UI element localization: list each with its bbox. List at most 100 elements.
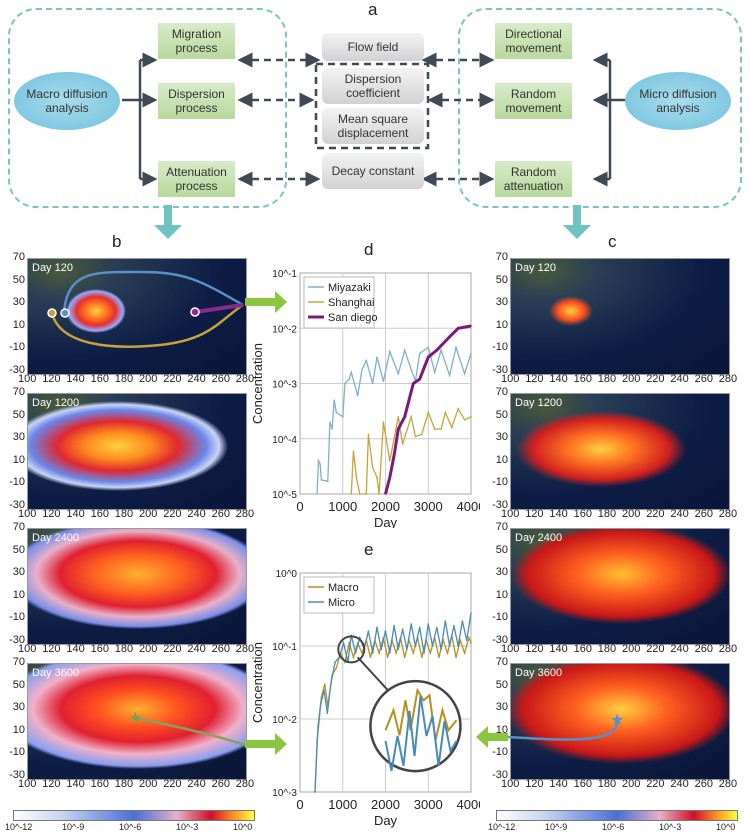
x-tick-label: 1000 [328, 499, 357, 514]
map-y-tick: -10 [492, 476, 508, 488]
data-point [470, 352, 472, 355]
map-x-tick: 260 [211, 373, 230, 385]
micro-point-path [507, 719, 619, 741]
data-point [378, 652, 380, 654]
data-point [448, 374, 451, 377]
map-x-tick: 160 [573, 373, 592, 385]
map-x-tick: 200 [622, 643, 641, 655]
micro-region [458, 8, 742, 208]
data-point [433, 428, 436, 430]
map-y-tick: -10 [492, 341, 508, 353]
map-x-tick: 280 [718, 508, 738, 520]
zoom-inset [369, 679, 462, 773]
data-point [406, 648, 408, 651]
data-point [440, 349, 442, 352]
map-x-tick: 280 [718, 643, 738, 655]
map-x-tick: 140 [66, 778, 85, 790]
data-point [316, 740, 318, 742]
y-tick-label: 10^-1 [272, 642, 297, 653]
data-point [395, 652, 397, 654]
data-point [333, 399, 335, 401]
x-tick-label: 3000 [414, 797, 443, 812]
x-axis-label: Day [374, 813, 398, 828]
arrow-b-to-e [245, 733, 287, 755]
data-point [361, 652, 363, 654]
data-point [342, 642, 345, 644]
map-x-tick: 280 [235, 508, 255, 520]
map-x-tick: 200 [139, 373, 158, 385]
panel-e-label: e [364, 540, 374, 559]
miyazaki-path [62, 270, 244, 313]
map-x-tick: 260 [211, 778, 230, 790]
data-point [414, 645, 417, 647]
map-x-tick: 200 [139, 643, 158, 655]
map-day-label: Day 1200 [32, 397, 80, 409]
map-macro-2: Day 2400 [27, 528, 247, 645]
map-y-tick: 70 [495, 386, 508, 398]
data-point [448, 645, 451, 647]
map-x-tick: 280 [718, 373, 738, 385]
map-x-tick: 160 [573, 643, 592, 655]
data-point [403, 656, 406, 659]
map-y-tick: -30 [9, 633, 25, 646]
map-x-tick: 260 [694, 373, 713, 385]
data-point [378, 493, 380, 495]
data-point [348, 642, 350, 644]
map-x-tick: 100 [18, 643, 37, 655]
panel-a-label: a [368, 0, 378, 19]
data-point [365, 493, 368, 495]
map-x-tick: 200 [622, 778, 641, 790]
map-x-tick: 260 [694, 643, 713, 655]
x-tick-label: 1000 [328, 797, 357, 812]
data-point [314, 791, 316, 793]
colorbar-label: 10^-9 [545, 822, 568, 832]
data-point [319, 705, 322, 707]
y-axis-label: Concentration [250, 343, 265, 424]
macro-diffusion-node: Macro diffusion analysis [14, 72, 120, 130]
data-point [367, 433, 370, 436]
colorbar-label: 10^-3 [176, 822, 199, 832]
data-point [470, 325, 472, 327]
map-macro-1: Day 1200 [27, 393, 247, 510]
data-point [393, 454, 395, 457]
map-y-tick: 70 [495, 656, 508, 668]
data-point [463, 652, 466, 654]
map-x-tick: 240 [187, 643, 206, 655]
map-x-tick: 120 [42, 643, 61, 655]
data-point [427, 346, 430, 349]
map-y-tick: -30 [492, 498, 508, 511]
data-point [427, 623, 430, 625]
data-point [408, 399, 410, 401]
dispersion-process-box: Dispersion process [158, 83, 235, 119]
legend-label: Macro [328, 582, 359, 594]
map-x-tick: 280 [235, 373, 255, 385]
y-tick-label: 10^-2 [272, 324, 297, 335]
map-y-tick: 70 [12, 386, 25, 398]
data-point [403, 415, 406, 418]
x-tick-label: 3000 [414, 499, 443, 514]
data-point [335, 667, 338, 669]
map-y-tick: 30 [12, 566, 25, 578]
map-x-tick: 180 [597, 508, 617, 520]
macro-region [8, 8, 287, 208]
map-y-tick: 10 [12, 588, 25, 601]
series-line-miyazaki [316, 344, 472, 495]
data-point [463, 372, 466, 375]
map-y-tick: 70 [12, 251, 25, 263]
map-x-tick: 100 [18, 373, 37, 385]
y-tick-label: 10^-5 [272, 490, 297, 501]
map-x-tick: 120 [42, 778, 61, 790]
sandiego-marker [190, 307, 200, 317]
map-micro-0: Day 120 [510, 258, 730, 375]
map-x-tick: 160 [573, 508, 592, 520]
map-y-tick: 10 [12, 453, 25, 466]
y-tick-label: 10^-3 [272, 380, 297, 391]
y-tick-label: 10^-3 [272, 788, 297, 799]
migration-process-box: Migration process [158, 23, 235, 59]
data-point [418, 626, 421, 629]
random-attenuation-box: Random attenuation [495, 161, 572, 197]
map-y-tick: 70 [12, 656, 25, 668]
arrow-b-to-d [245, 291, 287, 313]
data-point [465, 639, 468, 642]
